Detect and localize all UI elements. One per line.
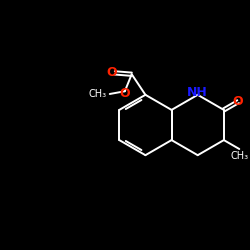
Text: CH₃: CH₃ [88, 89, 106, 99]
Text: CH₃: CH₃ [230, 151, 248, 161]
Text: NH: NH [187, 86, 208, 99]
Text: O: O [106, 66, 117, 79]
Text: O: O [233, 95, 243, 108]
Text: O: O [120, 87, 130, 100]
